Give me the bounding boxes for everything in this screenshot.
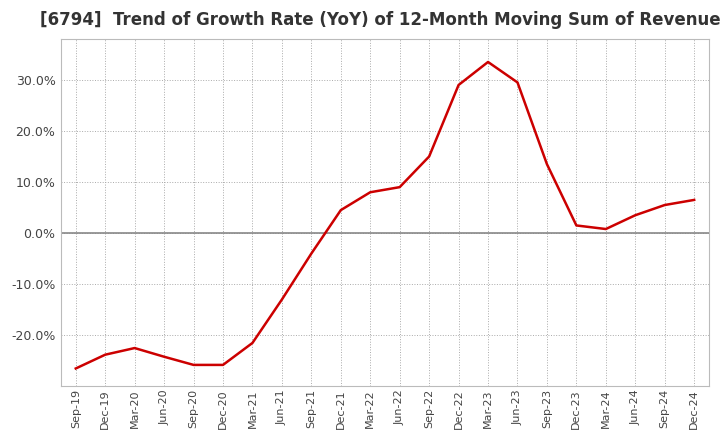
Title: [6794]  Trend of Growth Rate (YoY) of 12-Month Moving Sum of Revenues: [6794] Trend of Growth Rate (YoY) of 12-… xyxy=(40,11,720,29)
